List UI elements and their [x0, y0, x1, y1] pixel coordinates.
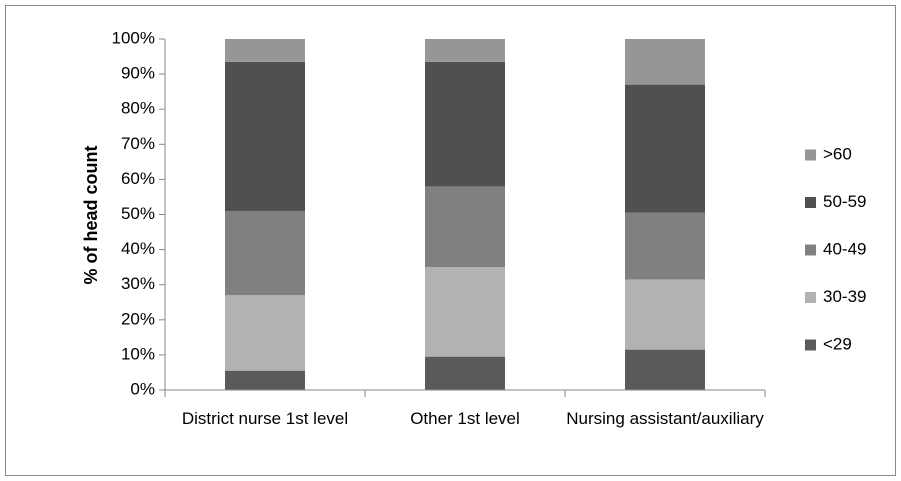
- bar-segment: [625, 84, 705, 213]
- bar-segment: [225, 39, 305, 62]
- legend-label: 40-49: [823, 239, 866, 258]
- bar-segment: [625, 212, 705, 280]
- bar-segment: [625, 349, 705, 390]
- bar-segment: [625, 39, 705, 85]
- y-tick-label: 100%: [112, 28, 155, 47]
- bar-segment: [225, 61, 305, 211]
- legend-swatch: [805, 197, 816, 208]
- bar-segment: [425, 39, 505, 62]
- legend-swatch: [805, 244, 816, 256]
- legend-swatch: [805, 339, 816, 351]
- x-tick-label: Other 1st level: [410, 409, 520, 428]
- bar-segment: [625, 279, 705, 350]
- y-tick-label: 70%: [121, 134, 155, 153]
- y-tick-label: 30%: [121, 274, 155, 293]
- y-tick-label: 20%: [121, 309, 155, 328]
- y-tick-label: 50%: [121, 204, 155, 223]
- bar-segment: [225, 295, 305, 371]
- x-tick-label: Nursing assistant/auxiliary: [566, 409, 764, 428]
- legend-label: 50-59: [823, 192, 866, 211]
- x-tick-label: District nurse 1st level: [181, 409, 349, 428]
- bar-segment: [225, 210, 305, 296]
- bar-segment: [425, 186, 505, 268]
- legend-label: <29: [823, 334, 852, 353]
- legend-label: >60: [823, 144, 852, 163]
- y-axis-title: % of head count: [81, 145, 101, 284]
- legend-swatch: [805, 292, 816, 303]
- legend-label: 30-39: [823, 287, 866, 306]
- chart-border: [5, 5, 896, 476]
- y-tick-label: 80%: [121, 99, 155, 118]
- bar-segment: [425, 356, 505, 390]
- y-tick-label: 10%: [121, 344, 155, 363]
- y-tick-label: 60%: [121, 169, 155, 188]
- y-tick-label: 0%: [130, 379, 155, 398]
- y-tick-label: 90%: [121, 64, 155, 83]
- bar-segment: [425, 267, 505, 357]
- y-tick-label: 40%: [121, 239, 155, 258]
- legend-swatch: [805, 149, 816, 161]
- bar-segment: [425, 61, 505, 187]
- bar-segment: [225, 370, 305, 390]
